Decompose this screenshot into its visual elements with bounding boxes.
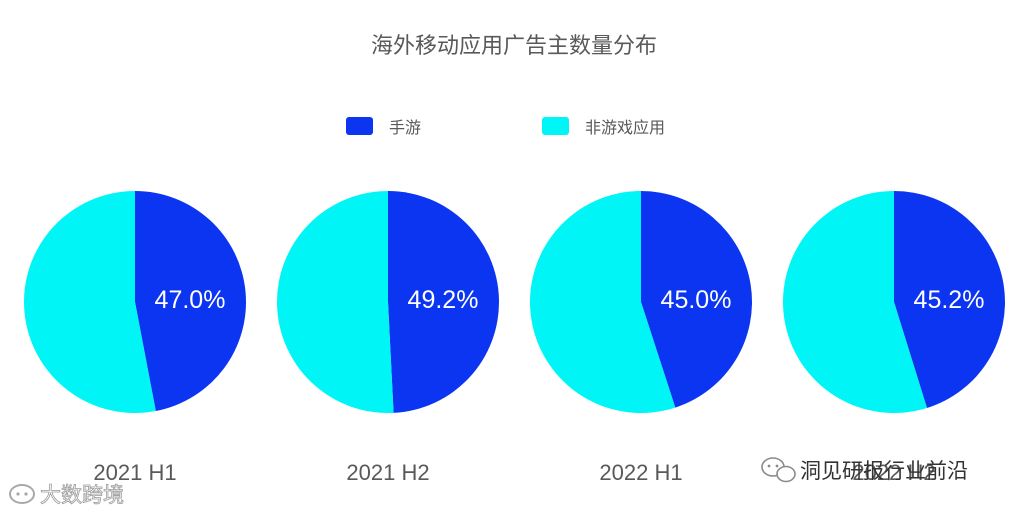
pies-group: 47.0% 2021 H1 49.2% 2021 H2 45.0% 2022 H1 45.2… <box>23 191 1006 485</box>
pie-data-label: 49.2% <box>408 286 479 314</box>
watermark-right: 洞见研报行业前沿 <box>761 457 968 483</box>
pie-slice-2022-h2-non-game-apps <box>783 191 927 413</box>
pie-slice-2021-h1-non-game-apps <box>23 191 156 413</box>
pie-period-label: 2021 H1 <box>93 460 176 485</box>
pie-data-label: 47.0% <box>155 286 226 314</box>
pie-slice-2022-h1-non-game-apps <box>530 191 676 413</box>
pie-slice-2021-h2-mobile-games <box>388 191 500 413</box>
pie-slice-2021-h2-non-game-apps <box>277 191 394 413</box>
pie-slice-2022-h1-mobile-games <box>641 191 753 408</box>
wechat-icon <box>761 457 796 483</box>
legend-swatch-non-game-apps <box>542 117 569 135</box>
chart-title: 海外移动应用广告主数量分布 <box>371 34 657 59</box>
pie-slice-2021-h1-mobile-games <box>135 191 246 412</box>
pie-period-label: 2022 H1 <box>599 460 682 485</box>
legend-swatch-mobile-games <box>346 117 373 135</box>
watermark-left: 大数跨境 <box>9 483 124 507</box>
legend-label-non-game-apps: 非游戏应用 <box>585 118 665 137</box>
speech-bubble-icon <box>9 484 35 504</box>
pie-data-label: 45.0% <box>661 286 732 314</box>
pie-period-label: 2021 H2 <box>346 460 429 485</box>
pie-period-label: 2022 H2 <box>852 460 935 485</box>
pie-slice-2022-h2-mobile-games <box>894 191 1006 408</box>
watermark-left-text: 大数跨境 <box>40 483 124 507</box>
watermark-right-text: 洞见研报行业前沿 <box>800 459 968 483</box>
pie-data-label: 45.2% <box>914 286 985 314</box>
legend-label-mobile-games: 手游 <box>389 118 421 137</box>
legend: 手游 非游戏应用 <box>346 117 665 137</box>
